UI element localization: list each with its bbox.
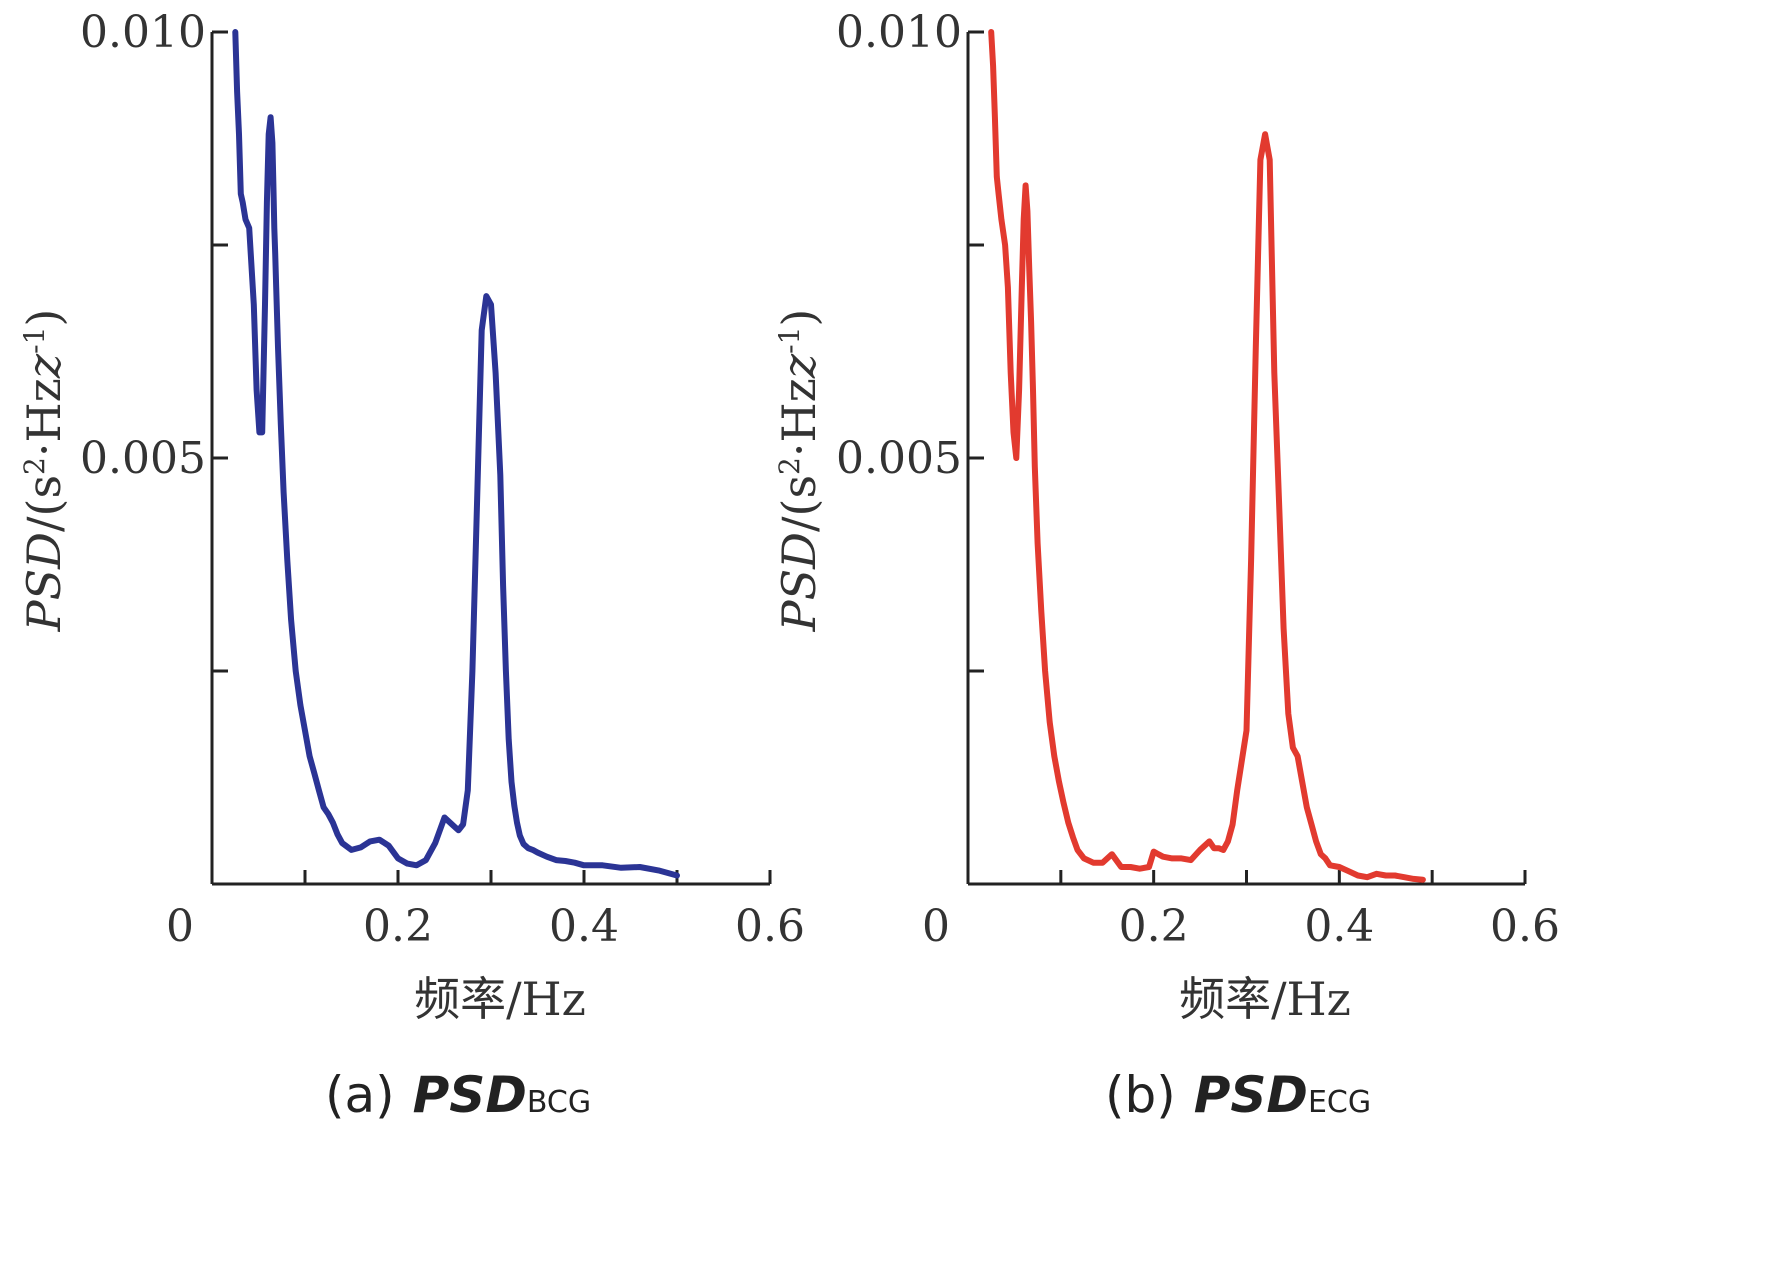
y-axis-label-unit-open: /(s xyxy=(17,475,71,532)
x-tick-label: 0 xyxy=(166,901,194,952)
psd-line-bcg xyxy=(232,29,680,879)
y-axis-label-unit-z: z xyxy=(17,353,71,379)
caption-sub: ECG xyxy=(1308,1085,1371,1120)
x-tick-label: 0.4 xyxy=(1304,901,1374,952)
caption-panel-label: (a) xyxy=(325,1066,395,1124)
y-axis-label-unit-close: ) xyxy=(772,309,826,327)
y-axis-label-unit-mid: ·Hz xyxy=(772,378,826,457)
y-axis-label-ecg: PSD/(s2·Hzz-1) xyxy=(772,309,826,633)
caption-panel-label: (b) xyxy=(1105,1066,1176,1124)
x-axis-label-bcg: 频率/Hz xyxy=(414,972,586,1026)
y-axis-label-bcg: PSD/(s2·Hzz-1) xyxy=(17,309,71,633)
y-axis-label-unit-z: z xyxy=(772,353,826,379)
psd-line-ecg xyxy=(988,29,1426,883)
svg-text:PSD/(s2·Hzz-1): PSD/(s2·Hzz-1) xyxy=(772,309,826,633)
y-tick-label: 0.010 xyxy=(80,7,206,58)
x-axis-label-ecg: 频率/Hz xyxy=(1179,972,1351,1026)
y-axis-label-sup1: 2 xyxy=(18,457,51,475)
x-tick-label: 0.2 xyxy=(363,901,433,952)
y-axis-label-sup2: -1 xyxy=(18,327,51,354)
caption-main: PSD xyxy=(413,1066,527,1124)
x-tick-label: 0.6 xyxy=(1490,901,1560,952)
caption-sub: BCG xyxy=(527,1085,591,1120)
y-tick-label: 0.005 xyxy=(836,433,962,484)
y-axis-label-sup1: 2 xyxy=(773,457,806,475)
y-tick-label: 0.005 xyxy=(80,433,206,484)
y-axis-label-main: PSD xyxy=(772,532,826,632)
caption-ecg: (b) PSDECG xyxy=(1105,1066,1371,1124)
x-tick-label: 0.2 xyxy=(1119,901,1189,952)
x-tick-label: 0.6 xyxy=(735,901,805,952)
caption-main: PSD xyxy=(1194,1066,1308,1124)
caption-bcg: (a) PSDBCG xyxy=(325,1066,591,1124)
y-axis-label-unit-mid: ·Hz xyxy=(17,378,71,457)
y-axis-label-main: PSD xyxy=(17,532,71,632)
y-axis-label-sup2: -1 xyxy=(773,327,806,354)
x-tick-label: 0 xyxy=(922,901,950,952)
y-axis-label-unit-close: ) xyxy=(17,309,71,327)
y-axis-label-unit-open: /(s xyxy=(772,475,826,532)
x-tick-label: 0.4 xyxy=(549,901,619,952)
plot-area-bcg: 0 0.2 0.4 0.6 0.005 0.010 xyxy=(80,7,805,952)
svg-text:PSD/(s2·Hzz-1): PSD/(s2·Hzz-1) xyxy=(17,309,71,633)
y-tick-label: 0.010 xyxy=(836,7,962,58)
plot-area-ecg: 0 0.2 0.4 0.6 0.005 0.010 xyxy=(836,7,1560,952)
